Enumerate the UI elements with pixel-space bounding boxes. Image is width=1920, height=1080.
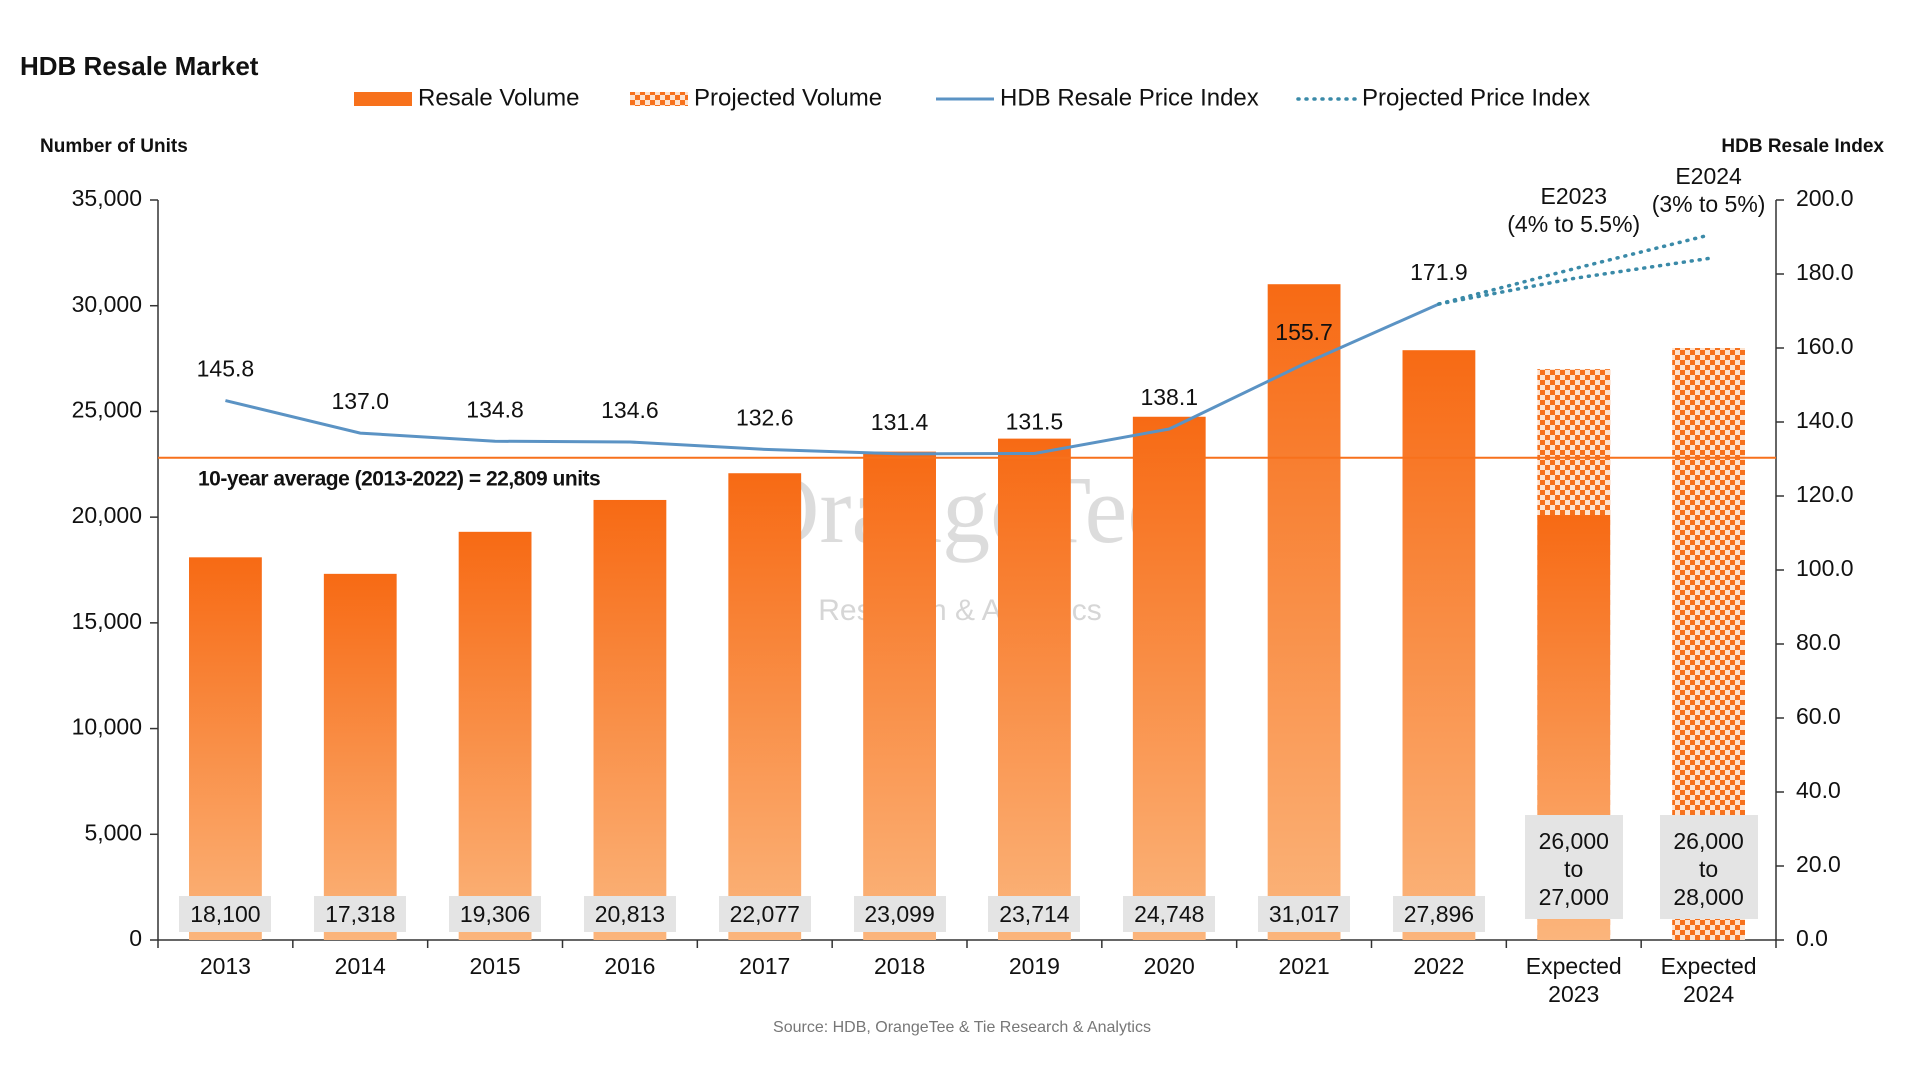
- projected-line-low: [1437, 256, 1711, 306]
- average-label: 10-year average (2013-2022) = 22,809 uni…: [198, 467, 600, 490]
- bar: [189, 557, 262, 940]
- index-value-label: 132.6: [736, 404, 794, 430]
- y-tick-label: 25,000: [72, 397, 142, 423]
- y2-tick-label: 0.0: [1796, 925, 1828, 951]
- y-tick-label: 30,000: [72, 291, 142, 317]
- y2-tick-label: 100.0: [1796, 555, 1854, 581]
- bar: [323, 573, 397, 940]
- bar-value-label: 22,077: [718, 896, 811, 932]
- y-tick-label: 0: [129, 925, 142, 951]
- bar: [593, 499, 667, 940]
- bar-value-label: 27,896: [1392, 896, 1485, 932]
- legend-label: Resale Volume: [418, 84, 579, 111]
- y2-tick-label: 20.0: [1796, 851, 1841, 877]
- y2-tick-label: 60.0: [1796, 703, 1841, 729]
- bar-value-label: 23,099: [853, 896, 946, 932]
- chart-title: HDB Resale Market: [20, 51, 259, 81]
- y-axis-title: Number of Units: [40, 136, 188, 157]
- bar: [1132, 416, 1206, 940]
- projected-value-label: 26,000 to 27,000: [1524, 815, 1623, 919]
- index-value-label: 145.8: [197, 356, 255, 382]
- x-tick-label: 2014: [334, 953, 386, 979]
- x-tick-label: 2020: [1143, 953, 1195, 979]
- bar-value-label: 24,748: [1123, 896, 1216, 932]
- index-value-label: 155.7: [1275, 319, 1333, 345]
- source: Source: HDB, OrangeTee & Tie Research & …: [773, 1019, 1151, 1036]
- annotation-label: E2024: [1675, 163, 1742, 189]
- bar: [728, 473, 802, 940]
- x-tick-label: 2018: [873, 953, 926, 979]
- index-value-label: 171.9: [1410, 259, 1468, 285]
- index-value-label: 134.6: [601, 397, 659, 423]
- legend-swatch: [354, 92, 412, 106]
- y-tick-label: 5,000: [84, 819, 142, 845]
- y2-tick-label: 140.0: [1796, 407, 1854, 433]
- bar-value-label: 20,813: [583, 896, 676, 932]
- annotation-range: (4% to 5.5%): [1507, 211, 1640, 237]
- watermark: OrangeTee: [750, 456, 1170, 563]
- bar-value-label: 18,100: [179, 896, 272, 932]
- y2-tick-label: 40.0: [1796, 777, 1841, 803]
- legend-label: Projected Price Index: [1362, 84, 1590, 111]
- projected-line: [1437, 233, 1711, 306]
- y-tick-label: 15,000: [72, 608, 142, 634]
- bar: [863, 451, 936, 940]
- index-line: [225, 302, 1440, 456]
- index-value-label: 138.1: [1140, 384, 1198, 410]
- x-tick-label: 2017: [739, 953, 791, 979]
- x-tick-label: 2016: [604, 953, 656, 979]
- annotation-label: E2023: [1540, 183, 1607, 209]
- bar: [458, 531, 532, 940]
- index-value-label: 134.8: [466, 396, 524, 422]
- y-tick-label: 35,000: [72, 185, 142, 211]
- x-tick-label: Expected 2023: [1525, 953, 1622, 1007]
- legend-label: Projected Volume: [694, 84, 882, 111]
- bar-value-label: 17,318: [314, 896, 407, 932]
- projected-value-label: 26,000 to 28,000: [1659, 815, 1758, 919]
- x-tick-label: 2019: [1008, 953, 1060, 979]
- legend-swatch: [630, 92, 688, 106]
- y-tick-label: 20,000: [72, 502, 142, 528]
- y2-tick-label: 160.0: [1796, 333, 1854, 359]
- bar-value-label: 23,714: [988, 896, 1081, 932]
- x-tick-label: 2015: [469, 953, 521, 979]
- y-tick-label: 10,000: [72, 714, 142, 740]
- bar: [1402, 350, 1476, 940]
- x-tick-label: 2022: [1413, 953, 1465, 979]
- y2-tick-label: 180.0: [1796, 259, 1854, 285]
- bar-value-label: 31,017: [1258, 896, 1351, 932]
- y2-tick-label: 200.0: [1796, 185, 1854, 211]
- y2-axis-title: HDB Resale Index: [1721, 136, 1884, 157]
- bar-value-label: 19,306: [449, 896, 542, 932]
- bar: [1267, 284, 1341, 940]
- x-tick-label: Expected 2024: [1660, 953, 1757, 1007]
- index-value-label: 137.0: [331, 388, 389, 414]
- y2-tick-label: 80.0: [1796, 629, 1841, 655]
- index-value-label: 131.4: [871, 409, 929, 435]
- legend-label: HDB Resale Price Index: [1000, 84, 1259, 111]
- bar: [998, 438, 1071, 940]
- y2-tick-label: 120.0: [1796, 481, 1854, 507]
- x-tick-label: 2021: [1278, 953, 1330, 979]
- x-tick-label: 2013: [199, 953, 251, 979]
- index-value-label: 131.5: [1006, 409, 1064, 435]
- annotation-range: (3% to 5%): [1652, 191, 1766, 217]
